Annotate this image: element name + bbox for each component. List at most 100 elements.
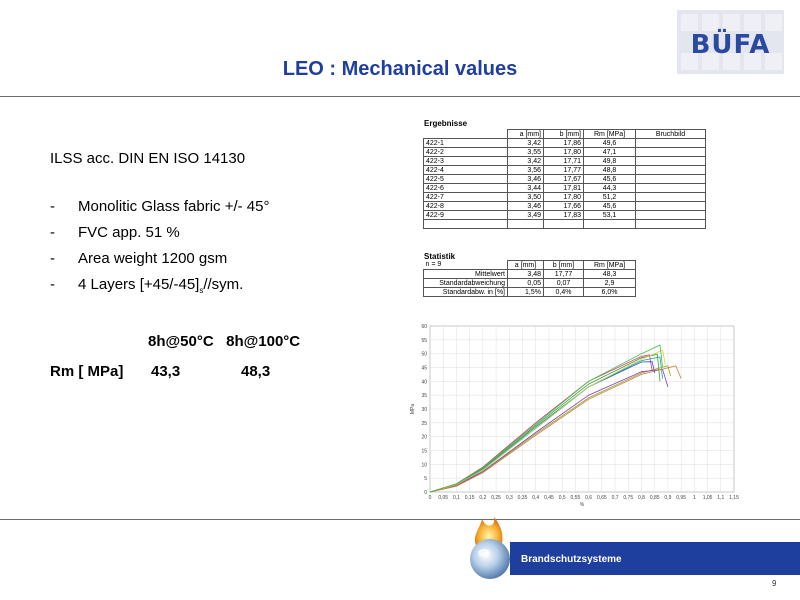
table-cell: [507, 219, 544, 229]
y-tick-label: 25: [421, 421, 427, 427]
footer-divider: [0, 519, 800, 520]
table-cell: 0,4%: [543, 287, 584, 297]
test-standard: ILSS acc. DIN EN ISO 14130: [50, 150, 246, 167]
x-tick-label: 0,2: [479, 495, 486, 501]
column-header: Rm [MPa]: [583, 260, 636, 270]
sample-count: n = 9: [425, 261, 442, 269]
table-cell: 17,83: [543, 210, 584, 220]
table-cell: [635, 192, 706, 202]
table-cell: [635, 201, 706, 211]
bullet-dash: -: [50, 250, 55, 267]
series-line: [429, 344, 663, 493]
table-cell: 17,77: [543, 269, 584, 279]
company-logo: BÜFA: [677, 10, 784, 74]
table-cell: 3,55: [507, 147, 544, 157]
table-cell: 2,9: [583, 278, 636, 288]
table-cell: [635, 156, 706, 166]
table-cell: Standardabw. in [%]: [423, 287, 508, 297]
table-cell: [635, 147, 706, 157]
table-row: 422-2 3,55 17,80 47,1: [423, 147, 706, 157]
table-cell: 49,8: [583, 156, 636, 166]
table-cell: 3,48: [507, 269, 544, 279]
table-cell: 48,3: [583, 269, 636, 279]
table-row: 422-9 3,49 17,83 53,1: [423, 210, 706, 220]
table-cell: 422-9: [423, 210, 508, 220]
table-cell: 17,66: [543, 201, 584, 211]
table-cell: 44,3: [583, 183, 636, 193]
table-cell: 422-5: [423, 174, 508, 184]
list-item-text-tail: //sym.: [203, 276, 244, 293]
x-tick-label: 0,3: [506, 495, 513, 501]
table-header-row: n = 9 a [mm] b [mm] Rm [MPa]: [424, 260, 636, 270]
y-tick-label: 60: [421, 324, 427, 330]
results-title: Ergebnisse: [424, 119, 468, 128]
table-cell: [423, 219, 508, 229]
x-tick-label: 0,05: [438, 495, 448, 501]
table-row: 422-5 3,46 17,67 45,6: [423, 174, 706, 184]
column-header: a [mm]: [507, 260, 544, 270]
table-row: Standardabw. in [%] 1,5% 0,4% 6,0%: [423, 287, 636, 297]
table-row: 422-7 3,50 17,80 51,2: [423, 192, 706, 202]
page-number: 9: [772, 579, 777, 588]
x-tick-label: 0,75: [623, 495, 633, 501]
x-tick-label: 0,7: [612, 495, 619, 501]
column-header: b [mm]: [543, 129, 584, 139]
table-cell: 422-2: [423, 147, 508, 157]
x-tick-label: 0,1: [453, 495, 460, 501]
table-cell: 17,80: [543, 192, 584, 202]
y-tick-label: 0: [424, 490, 427, 496]
column-header: Rm [MPa]: [583, 129, 636, 139]
table-cell: 422-4: [423, 165, 508, 175]
series-line: [429, 349, 666, 493]
y-tick-label: 30: [421, 407, 427, 413]
x-tick-label: 0,55: [571, 495, 581, 501]
series-line: [429, 365, 682, 493]
x-tick-label: 0,25: [491, 495, 501, 501]
table-cell: 3,42: [507, 138, 544, 148]
y-tick-label: 5: [424, 476, 427, 482]
condition-header: 8h@50°C 8h@100°C: [148, 333, 301, 350]
table-cell: 17,86: [543, 138, 584, 148]
x-tick-label: 1: [693, 495, 696, 501]
table-cell: [635, 210, 706, 220]
bullet-dash: -: [50, 224, 55, 241]
flame-globe-icon: [470, 517, 510, 579]
rm-label: Rm [ MPa]: [50, 363, 124, 380]
x-tick-label: 0,95: [676, 495, 686, 501]
table-cell: 17,77: [543, 165, 584, 175]
stress-strain-chart: 0 5 10 15 20 25 30 35 40 45 50 55 60 0 0,05 0,1 0,15 0,2 0…: [410, 324, 739, 508]
statistics-title: Statistik: [424, 252, 456, 261]
x-tick-label: 0,6: [585, 495, 592, 501]
y-tick-label: 45: [421, 366, 427, 372]
table-cell: Mittelwert: [423, 269, 508, 279]
table-cell: 3,42: [507, 156, 544, 166]
table-header-row: a [mm] b [mm] Rm [MPa] Bruchbild: [424, 129, 706, 139]
table-cell: [635, 174, 706, 184]
table-row: 422-4 3,56 17,77 48,8: [423, 165, 706, 175]
table-cell: 48,8: [583, 165, 636, 175]
list-item: - FVC app. 51 %: [50, 220, 269, 246]
table-row: Standardabweichung 0,05 0,07 2,9: [423, 278, 636, 288]
list-item-text: Area weight 1200 gsm: [78, 250, 228, 267]
subscript: s: [199, 286, 204, 295]
spec-list: - Monolitic Glass fabric +/- 45° - FVC app…: [50, 194, 269, 298]
table-cell: 6,0%: [583, 287, 636, 297]
list-item-text: 4 Layers [+45/-45]: [78, 276, 200, 293]
x-tick-label: 0,15: [465, 495, 475, 501]
footer-band: Brandschutzsysteme: [510, 542, 800, 575]
table-cell: 17,71: [543, 156, 584, 166]
list-item-text: FVC app. 51 %: [78, 224, 180, 241]
table-cell: 3,56: [507, 165, 544, 175]
table-cell: [635, 183, 706, 193]
table-cell: 0,07: [543, 278, 584, 288]
table-cell: 17,67: [543, 174, 584, 184]
table-cell: [635, 219, 706, 229]
table-cell: 45,6: [583, 201, 636, 211]
table-cell: 17,81: [543, 183, 584, 193]
table-cell: 422-6: [423, 183, 508, 193]
table-cell: 17,80: [543, 147, 584, 157]
y-tick-label: 55: [421, 338, 427, 344]
table-cell: 422-8: [423, 201, 508, 211]
table-cell: [583, 219, 636, 229]
x-axis-label: %: [580, 502, 585, 508]
